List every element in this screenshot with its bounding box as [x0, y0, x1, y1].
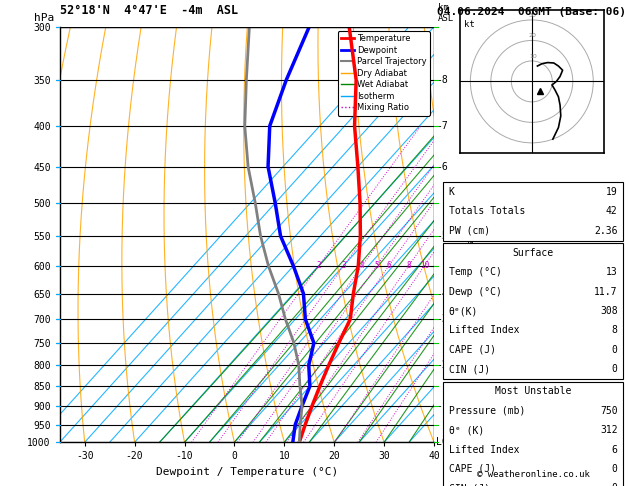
Text: 5: 5 — [374, 261, 379, 270]
Text: -7: -7 — [436, 121, 448, 131]
Text: 0: 0 — [611, 345, 618, 355]
Text: CAPE (J): CAPE (J) — [448, 464, 496, 474]
Text: 0: 0 — [611, 484, 618, 486]
Text: 10: 10 — [529, 54, 537, 59]
Text: Lifted Index: Lifted Index — [448, 445, 519, 454]
Text: 20: 20 — [529, 34, 537, 38]
Text: 0: 0 — [611, 364, 618, 374]
Text: K: K — [448, 187, 455, 197]
Text: 10: 10 — [420, 261, 429, 270]
Text: CAPE (J): CAPE (J) — [448, 345, 496, 355]
Text: θᵉ (K): θᵉ (K) — [448, 425, 484, 435]
Text: 6: 6 — [611, 445, 618, 454]
Text: 308: 308 — [600, 306, 618, 316]
Text: 4: 4 — [360, 261, 364, 270]
Text: 11.7: 11.7 — [594, 287, 618, 296]
Text: 8: 8 — [406, 261, 411, 270]
Text: 30: 30 — [529, 13, 537, 18]
Text: 0: 0 — [611, 464, 618, 474]
Text: -4: -4 — [436, 289, 448, 298]
Text: Dewp (°C): Dewp (°C) — [448, 287, 501, 296]
Text: 6: 6 — [386, 261, 391, 270]
Text: kt: kt — [464, 20, 475, 29]
Text: -8: -8 — [436, 75, 448, 85]
Text: θᵉ(K): θᵉ(K) — [448, 306, 478, 316]
Text: 750: 750 — [600, 406, 618, 416]
Text: -5: -5 — [436, 231, 448, 241]
Text: -3: -3 — [436, 314, 448, 324]
Text: -1: -1 — [436, 401, 448, 411]
Text: Surface: Surface — [513, 248, 554, 258]
Text: 312: 312 — [600, 425, 618, 435]
Text: Most Unstable: Most Unstable — [495, 386, 571, 396]
Text: CIN (J): CIN (J) — [448, 484, 490, 486]
Text: 42: 42 — [606, 207, 618, 216]
Text: Temp (°C): Temp (°C) — [448, 267, 501, 277]
Text: 3: 3 — [342, 261, 346, 270]
Bar — [443, 382, 623, 486]
Text: PW (cm): PW (cm) — [448, 226, 490, 236]
Text: 04.06.2024  06GMT (Base: 06): 04.06.2024 06GMT (Base: 06) — [437, 7, 626, 17]
Text: Lifted Index: Lifted Index — [448, 326, 519, 335]
Text: Pressure (mb): Pressure (mb) — [448, 406, 525, 416]
Text: © weatheronline.co.uk: © weatheronline.co.uk — [477, 469, 589, 479]
Text: 52°18'N  4°47'E  -4m  ASL: 52°18'N 4°47'E -4m ASL — [60, 4, 238, 17]
Text: 2.36: 2.36 — [594, 226, 618, 236]
Text: Totals Totals: Totals Totals — [448, 207, 525, 216]
X-axis label: Dewpoint / Temperature (°C): Dewpoint / Temperature (°C) — [156, 467, 338, 477]
Text: 8: 8 — [611, 326, 618, 335]
Text: 13: 13 — [606, 267, 618, 277]
Text: Mixing Ratio (g/kg): Mixing Ratio (g/kg) — [467, 183, 476, 286]
Text: -6: -6 — [436, 162, 448, 172]
Text: 2: 2 — [316, 261, 321, 270]
Bar — [443, 243, 623, 379]
Text: LCL: LCL — [436, 437, 454, 447]
Legend: Temperature, Dewpoint, Parcel Trajectory, Dry Adiabat, Wet Adiabat, Isotherm, Mi: Temperature, Dewpoint, Parcel Trajectory… — [338, 31, 430, 116]
Text: hPa: hPa — [33, 13, 54, 22]
Text: -2: -2 — [436, 360, 448, 370]
Text: 19: 19 — [606, 187, 618, 197]
Text: km
ASL: km ASL — [438, 3, 454, 22]
Text: CIN (J): CIN (J) — [448, 364, 490, 374]
Bar — [443, 182, 623, 241]
